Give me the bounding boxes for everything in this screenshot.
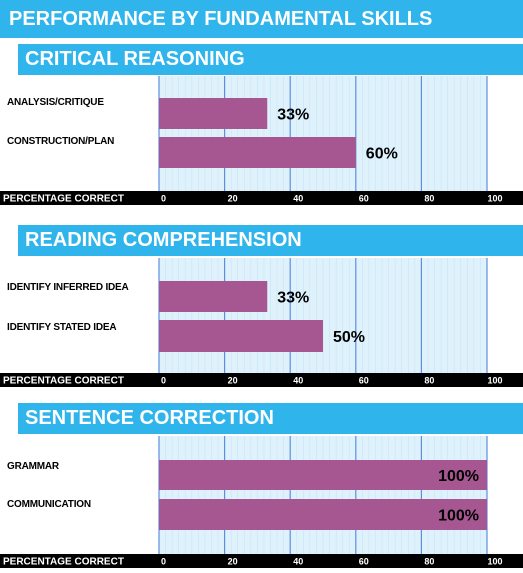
- data-label: 33%: [277, 107, 309, 124]
- data-label: 60%: [366, 146, 398, 163]
- reading-comprehension-section: READING COMPREHENSION 33% IDENTIFY INFERR…: [0, 225, 523, 392]
- category-label: IDENTIFY INFERRED IDEA: [7, 282, 129, 293]
- page-title: PERFORMANCE BY FUNDAMENTAL SKILLS: [0, 0, 523, 38]
- tick-label: 20: [228, 557, 238, 567]
- data-label: 100%: [438, 468, 479, 485]
- section-heading: SENTENCE CORRECTION: [18, 403, 523, 434]
- section-heading: READING COMPREHENSION: [18, 225, 523, 256]
- sentence-correction-chart: 100% GRAMMAR 100% COMMUNICATION PERCENTAGE C…: [0, 436, 523, 568]
- tick-label: 60: [359, 557, 369, 567]
- bar: [159, 499, 487, 530]
- category-label: COMMUNICATION: [7, 499, 91, 510]
- category-label: GRAMMAR: [7, 461, 60, 472]
- tick-label: 40: [293, 376, 303, 386]
- tick-label: 40: [293, 557, 303, 567]
- category-label: ANALYSIS/CRITIQUE: [7, 97, 104, 108]
- tick-label: 40: [293, 194, 303, 204]
- x-axis-title: PERCENTAGE CORRECT: [3, 376, 124, 387]
- axis-strip: [0, 554, 523, 568]
- tick-label: 100: [487, 557, 502, 567]
- category-label: IDENTIFY STATED IDEA: [7, 322, 116, 333]
- critical-reasoning-section: CRITICAL REASONING 33% ANALYSIS/CRITIQUE 6…: [0, 44, 523, 210]
- category-label: CONSTRUCTION/PLAN: [7, 136, 114, 147]
- tick-label: 80: [424, 557, 434, 567]
- axis-strip: [0, 373, 523, 387]
- tick-label: 0: [161, 194, 166, 204]
- critical-reasoning-chart: 33% ANALYSIS/CRITIQUE 60% CONSTRUCTION/PLAN…: [0, 76, 523, 205]
- tick-label: 0: [161, 557, 166, 567]
- tick-label: 80: [424, 194, 434, 204]
- tick-label: 60: [359, 376, 369, 386]
- data-label: 100%: [438, 508, 479, 525]
- x-axis-title: PERCENTAGE CORRECT: [3, 557, 124, 568]
- bar: [159, 281, 268, 312]
- tick-label: 100: [487, 376, 502, 386]
- bar: [159, 460, 487, 490]
- x-axis-title: PERCENTAGE CORRECT: [3, 194, 124, 205]
- bar: [159, 320, 323, 352]
- data-label: 50%: [333, 329, 365, 346]
- tick-label: 100: [487, 194, 502, 204]
- tick-label: 0: [161, 376, 166, 386]
- reading-comprehension-chart: 33% IDENTIFY INFERRED IDEA 50% IDENTIFY STA…: [0, 258, 523, 387]
- axis-strip: [0, 191, 523, 205]
- bar: [159, 137, 356, 168]
- section-heading: CRITICAL REASONING: [18, 44, 523, 75]
- bar: [159, 98, 268, 129]
- tick-label: 20: [228, 194, 238, 204]
- tick-label: 80: [424, 376, 434, 386]
- tick-label: 20: [228, 376, 238, 386]
- data-label: 33%: [277, 290, 309, 307]
- sentence-correction-section: SENTENCE CORRECTION 100% GRAMMAR 100% COMMU…: [0, 403, 523, 573]
- tick-label: 60: [359, 194, 369, 204]
